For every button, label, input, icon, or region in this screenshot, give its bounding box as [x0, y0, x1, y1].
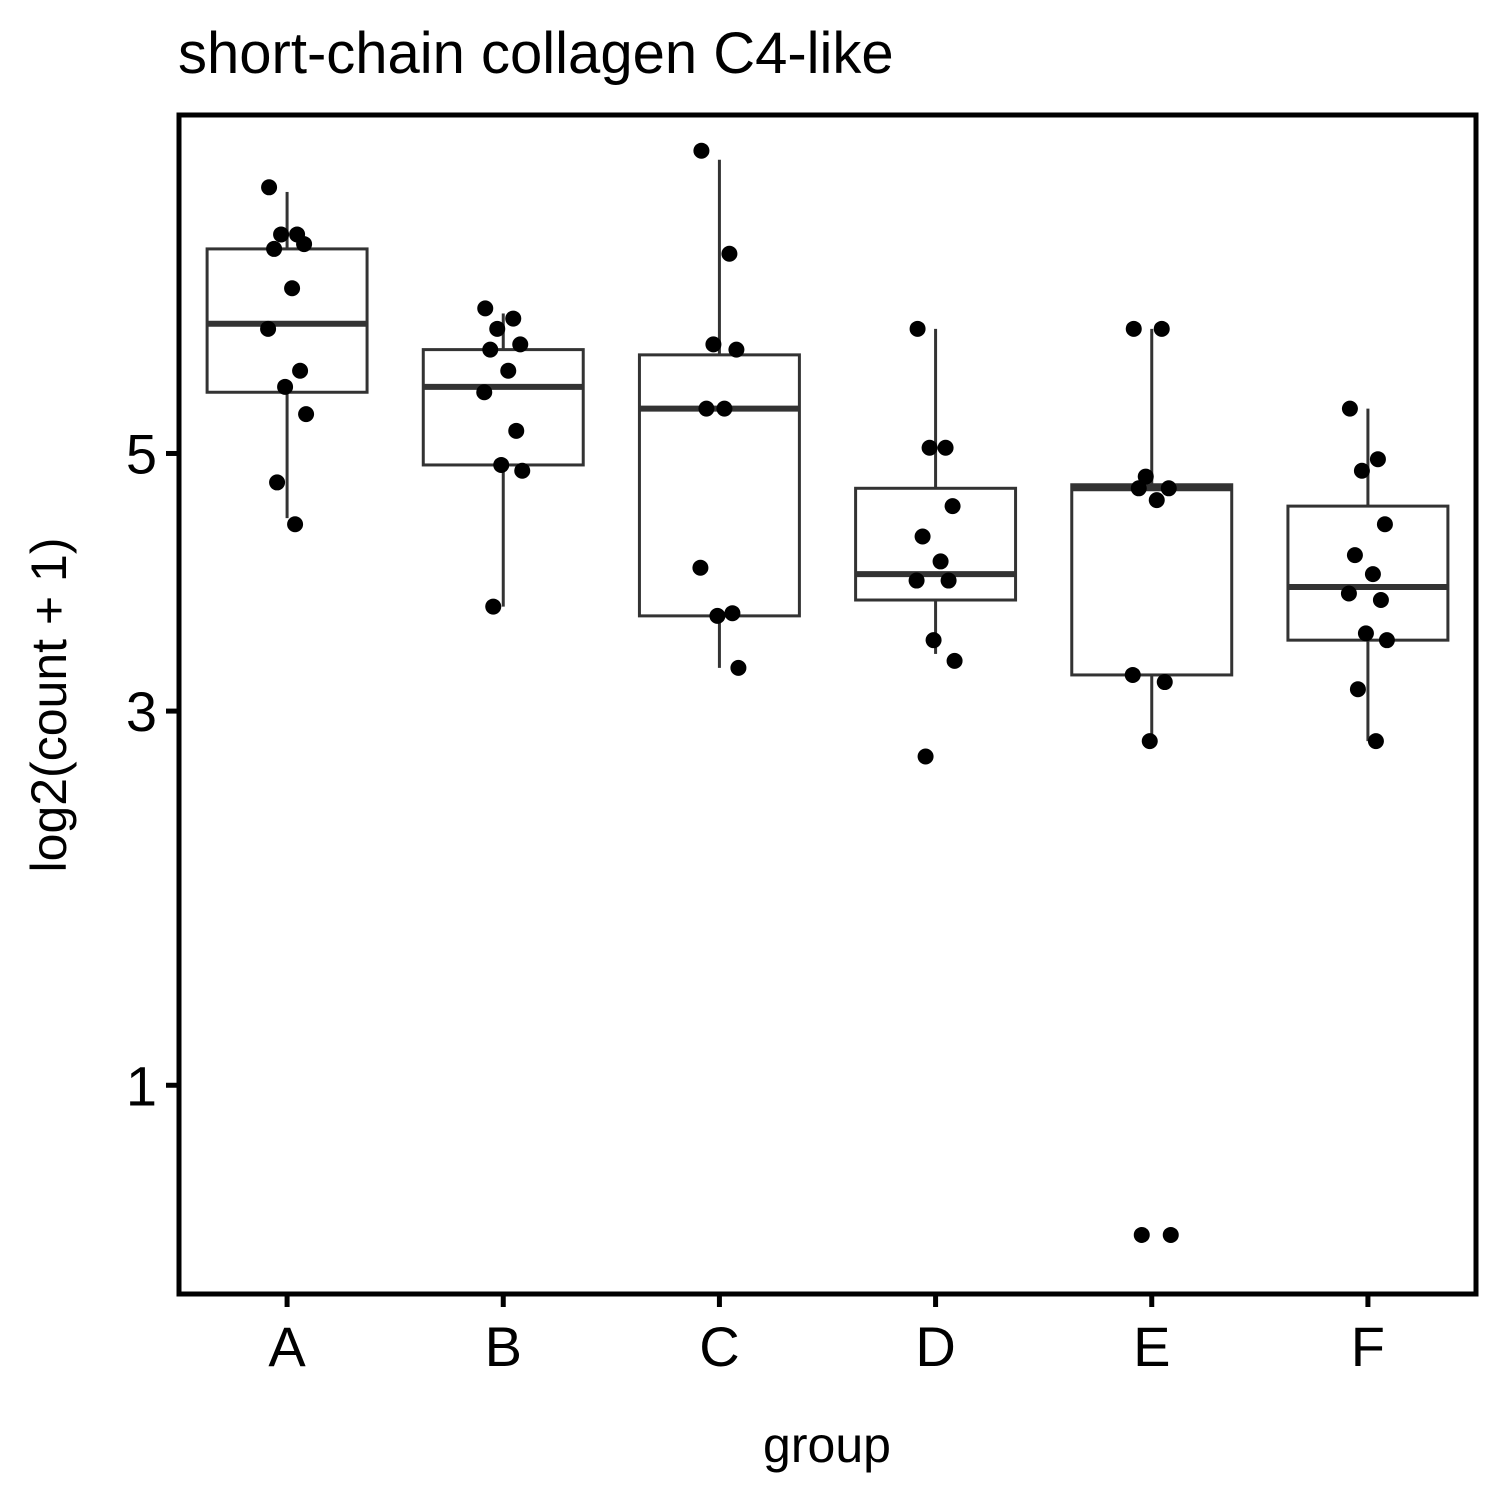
box-layer: [205, 159, 1450, 742]
data-point-f: [1346, 547, 1363, 564]
data-point-c: [728, 341, 745, 358]
x-tick-label: E: [1133, 1315, 1170, 1378]
data-point-c: [724, 605, 741, 622]
data-point-f: [1357, 625, 1374, 642]
x-tick-label: A: [268, 1315, 306, 1378]
box-d: [854, 486, 1018, 602]
data-point-a: [284, 280, 301, 297]
data-point-f: [1372, 592, 1389, 609]
box-e: [1070, 483, 1234, 677]
data-point-c: [692, 559, 709, 576]
data-point-d: [921, 439, 938, 456]
data-point-b: [500, 362, 517, 379]
data-point-b: [489, 320, 506, 337]
data-point-e: [1162, 1226, 1179, 1243]
data-point-a: [260, 320, 277, 337]
data-point-d: [917, 748, 934, 765]
data-point-e: [1137, 468, 1154, 485]
data-point-e: [1141, 733, 1158, 750]
data-point-c: [709, 607, 726, 624]
data-point-e: [1156, 674, 1173, 691]
data-point-a: [296, 236, 313, 253]
data-point-a: [269, 474, 286, 491]
data-point-d: [932, 553, 949, 570]
data-point-a: [261, 179, 278, 196]
data-point-b: [514, 462, 531, 479]
y-tick-label: 3: [126, 680, 157, 743]
x-tick-label: F: [1351, 1315, 1385, 1378]
data-point-d: [940, 572, 957, 589]
data-point-d: [937, 439, 954, 456]
data-point-e: [1160, 480, 1177, 497]
data-point-f: [1378, 632, 1395, 649]
data-point-d: [925, 632, 942, 649]
x-tick-label: B: [485, 1315, 522, 1378]
data-point-b: [508, 422, 525, 439]
data-point-e: [1148, 492, 1165, 509]
data-point-b: [505, 310, 522, 327]
data-point-a: [266, 240, 283, 257]
data-point-f: [1349, 681, 1366, 698]
data-point-f: [1369, 451, 1386, 468]
data-point-e: [1133, 1226, 1150, 1243]
data-point-c: [698, 400, 715, 417]
data-point-a: [287, 516, 304, 533]
data-point-a: [298, 406, 315, 423]
data-point-f: [1376, 516, 1393, 533]
data-point-b: [485, 598, 502, 615]
y-tick-label: 5: [126, 422, 157, 485]
chart-title: short-chain collagen C4-like: [178, 21, 894, 86]
y-axis-label: log2(count + 1): [21, 538, 77, 873]
data-point-d: [909, 320, 926, 337]
box-c: [637, 353, 801, 618]
data-point-b: [482, 341, 499, 358]
data-point-d: [908, 572, 925, 589]
data-point-c: [716, 400, 733, 417]
axes-layer: 1 3 5 A B C D E F: [126, 422, 1385, 1378]
data-point-d: [946, 652, 963, 669]
data-point-c: [730, 659, 747, 676]
data-point-a: [277, 378, 294, 395]
box-a: [205, 247, 369, 394]
x-tick-label: D: [915, 1315, 955, 1378]
plot-panel-border: [176, 112, 1479, 1297]
data-point-f: [1340, 585, 1357, 602]
x-tick-label: C: [699, 1315, 739, 1378]
data-point-f: [1364, 566, 1381, 583]
data-point-d: [944, 498, 961, 515]
data-point-b: [493, 456, 510, 473]
data-point-f: [1367, 733, 1384, 750]
data-point-a: [273, 226, 290, 243]
y-tick-label: 1: [126, 1054, 157, 1117]
x-axis-label: group: [763, 1417, 891, 1473]
data-point-e: [1125, 320, 1142, 337]
data-point-f: [1353, 462, 1370, 479]
data-point-a: [292, 362, 309, 379]
data-point-d: [914, 528, 931, 545]
points-layer: [260, 142, 1395, 1243]
data-point-e: [1153, 320, 1170, 337]
data-point-b: [512, 336, 529, 353]
data-point-f: [1341, 400, 1358, 417]
data-point-e: [1130, 480, 1147, 497]
data-point-b: [477, 300, 494, 317]
data-point-c: [721, 245, 738, 262]
data-point-b: [476, 384, 493, 401]
data-point-e: [1124, 666, 1141, 683]
data-point-c: [693, 142, 710, 159]
data-point-c: [705, 336, 722, 353]
